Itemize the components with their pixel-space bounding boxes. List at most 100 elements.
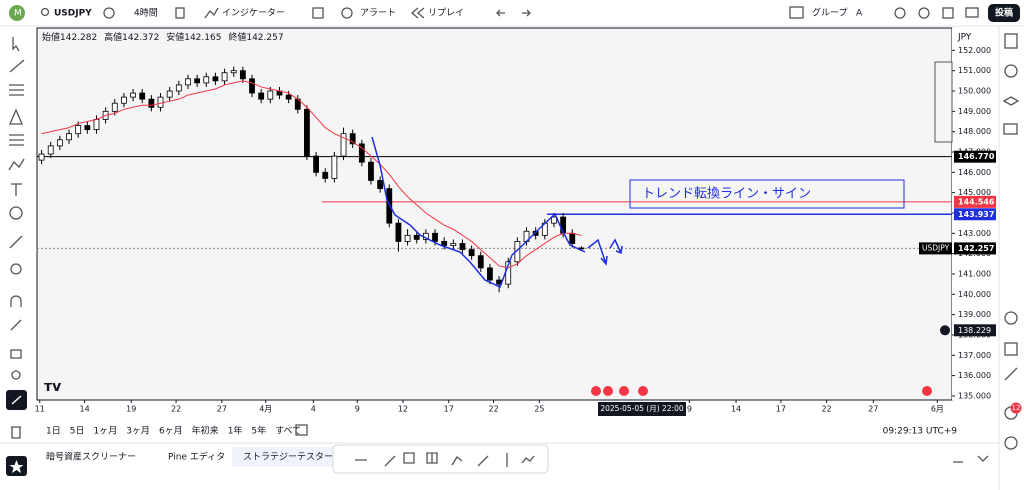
watchlist[interactable] (1004, 33, 1018, 49)
calendar[interactable] (1004, 342, 1018, 356)
candle-body (93, 119, 100, 131)
line-tool[interactable] (9, 59, 25, 73)
range-button[interactable]: 5年 (251, 425, 266, 437)
fullscreen[interactable] (942, 7, 954, 19)
symbol[interactable]: USDJPY (54, 9, 92, 19)
candle-body (395, 222, 402, 242)
targets[interactable] (1004, 311, 1018, 325)
indicators[interactable]: インジケーター (222, 8, 285, 19)
range-button[interactable]: すべて (275, 426, 301, 437)
annotation-box[interactable] (629, 179, 905, 209)
snapshot[interactable] (965, 7, 979, 18)
undo[interactable] (496, 9, 505, 17)
redo[interactable] (522, 9, 531, 17)
price-label: 146.770 (958, 152, 995, 161)
open-label: 始値 (42, 31, 60, 43)
quick-search[interactable] (894, 7, 906, 19)
y-tick-label: 140.000 (958, 290, 991, 299)
candle-body (450, 243, 457, 246)
layouts[interactable] (312, 7, 324, 19)
candle-body (194, 78, 201, 84)
measure-tool[interactable] (9, 235, 23, 249)
publish: 投稿 (995, 7, 1013, 19)
tv-logo: ᴛv (44, 379, 61, 395)
candle-body (413, 234, 420, 240)
replay[interactable]: リプレイ (428, 8, 464, 19)
x-tick-label: 22 (488, 405, 498, 414)
candle-body (569, 232, 576, 244)
event-marker[interactable] (603, 386, 613, 396)
chart-type[interactable] (175, 7, 185, 19)
chats[interactable] (1003, 123, 1018, 135)
panel-tab[interactable]: ストラテジーテスター (243, 452, 333, 463)
annotation: トレンド転換ライン・サイン (642, 187, 811, 202)
event-marker[interactable] (638, 386, 648, 396)
event-marker[interactable] (619, 386, 629, 396)
price-label-bg (954, 150, 996, 163)
x-tick-label: 9 (687, 405, 692, 414)
range-button[interactable]: 1ヶ月 (93, 426, 117, 437)
publish-button[interactable] (988, 4, 1020, 22)
x-tick-label: 11 (35, 405, 45, 414)
magnet-tool[interactable] (10, 295, 22, 307)
alert[interactable]: アラート (360, 8, 396, 19)
crosshair-label: 2025-05-05 (月) 22:00 (600, 404, 684, 413)
search-icon[interactable] (40, 7, 50, 17)
visibility-tool[interactable] (11, 370, 21, 380)
group[interactable]: グループ (812, 7, 847, 19)
add-symbol[interactable] (103, 7, 115, 19)
interval[interactable]: 4時間 (134, 8, 158, 19)
range-button[interactable]: 1日 (46, 426, 61, 437)
drawing-tools[interactable] (355, 452, 535, 467)
forecast-tool[interactable] (9, 134, 24, 146)
settings[interactable] (918, 7, 930, 19)
group-letter[interactable]: A (856, 9, 863, 19)
price-label-bg (954, 195, 996, 208)
arrow-drawing[interactable] (587, 238, 623, 266)
x-tick-label: 17 (776, 405, 786, 414)
ideas[interactable] (1004, 367, 1018, 381)
text-tool[interactable] (11, 183, 22, 196)
cursor-tool[interactable] (12, 37, 20, 52)
candle-body (84, 125, 91, 131)
alerts-panel[interactable] (1004, 64, 1018, 78)
candle-body (313, 155, 319, 173)
left-toolbar (6, 37, 27, 476)
range-button[interactable]: 6ヶ月 (159, 426, 183, 437)
candle-body (130, 92, 136, 98)
avatar[interactable] (9, 5, 25, 21)
x-tick-label: 6月 (931, 405, 944, 414)
panel-tab[interactable]: 暗号資産スクリーナー (46, 451, 136, 463)
y-tick-label: 143.000 (958, 229, 991, 238)
help[interactable] (1004, 436, 1018, 450)
price-label: 143.937 (958, 210, 994, 219)
projection-tool[interactable] (8, 158, 25, 171)
y-tick-label: 145.000 (958, 188, 991, 197)
y-tick-label: 139.000 (958, 310, 991, 319)
trend-drawing[interactable] (371, 136, 586, 289)
lock-tool[interactable] (10, 349, 22, 359)
top-toolbar: M USDJPY 4時間 インジケーター アラート リプレイ グループ A 投稿 (9, 4, 1020, 22)
range-button[interactable]: 5日 (70, 426, 85, 437)
date-range-icon[interactable] (295, 424, 308, 436)
range-button[interactable]: 年初来 (192, 425, 219, 437)
event-marker[interactable] (591, 386, 601, 396)
range-button[interactable]: 3ヶ月 (126, 426, 150, 437)
emoji-tool[interactable] (9, 206, 23, 220)
stay-draw[interactable] (10, 319, 22, 331)
data-window[interactable] (1002, 96, 1020, 106)
panel-controls[interactable] (953, 455, 989, 463)
zoom-tool[interactable] (10, 263, 22, 275)
candle-body (75, 125, 82, 135)
trash-tool[interactable] (11, 426, 21, 439)
event-marker[interactable] (922, 386, 932, 396)
x-tick-label: 4 (311, 405, 316, 414)
candle-body (38, 153, 45, 161)
pattern-tool[interactable] (9, 108, 23, 125)
range-button[interactable]: 1年 (228, 425, 243, 437)
fib-tool[interactable] (9, 84, 24, 96)
candle-body (368, 161, 374, 181)
moving-average (41, 80, 582, 269)
rectangle-drawing[interactable] (934, 61, 953, 143)
panel-tab[interactable]: Pine エディタ (168, 451, 225, 463)
